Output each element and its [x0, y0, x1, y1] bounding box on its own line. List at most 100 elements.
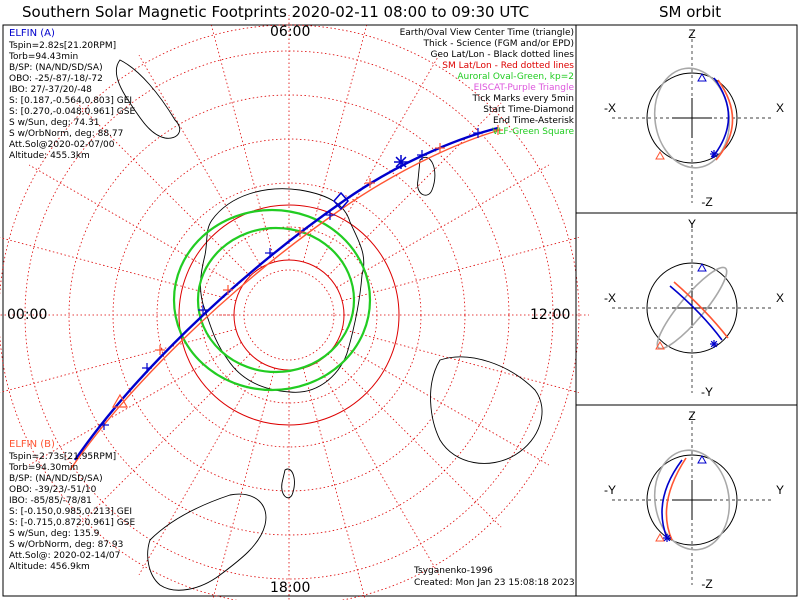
elfin-b-tick — [155, 345, 165, 355]
elfin-a-track — [74, 126, 499, 461]
elfin-a-orbit-arc — [661, 459, 683, 539]
axis-label: -X — [604, 101, 616, 115]
elfin-a-tick — [417, 150, 427, 160]
axis-label: X — [776, 101, 784, 115]
axis-label: Z — [688, 27, 695, 41]
sm-lon-line — [0, 328, 236, 393]
info-line: S: [-0.150,0.985,0.213] GEI — [9, 507, 133, 517]
legend-item: End Time-Asterisk — [492, 116, 574, 126]
elfin-a-tick — [142, 363, 152, 373]
elfin-b-tick — [295, 227, 305, 237]
sm-lon-line — [342, 236, 579, 302]
axis-label: Z — [688, 409, 695, 423]
sm-panel-yz-frame — [575, 404, 798, 597]
orbit-asterisk — [710, 150, 718, 158]
sm-lon-line — [316, 362, 440, 576]
info-line: S w/OrbNorm, deg: 87.93 — [9, 540, 124, 550]
land-outline — [147, 493, 267, 591]
legend-item: Start Time-Diamond — [483, 105, 574, 115]
sm-lon-line — [76, 353, 251, 528]
sm-lon-line — [342, 328, 579, 394]
axis-label: Y — [688, 217, 696, 231]
sm-lon-line — [28, 164, 242, 288]
elfin-b-tick — [435, 143, 445, 153]
info-line: OBO: -39/23/-51/10 — [9, 485, 97, 495]
info-line: Att.Sol@: 2020-02-14/07 — [9, 551, 121, 561]
info-line: Att.Sol@2020-02-07/00 — [9, 140, 115, 150]
auroral-oval-outer — [172, 208, 372, 392]
model-credit: Tsyganenko-1996 — [414, 566, 493, 576]
start-diamond — [333, 191, 349, 211]
elfin-b-name: ELFIN (B) — [9, 439, 55, 450]
elfin-b-orbit-arc — [665, 457, 687, 541]
sm-panel-2: Y -Y -X X — [604, 217, 784, 399]
sm-panel-xy-frame — [575, 212, 798, 406]
created-timestamp: Created: Mon Jan 23 15:08:18 2023 — [414, 578, 575, 588]
elfin-a-tick — [265, 248, 275, 258]
sm-orbit-title: SM orbit — [659, 3, 722, 21]
axis-label: Y — [776, 483, 784, 497]
elfin-b-track — [69, 129, 501, 471]
sm-lon-line — [28, 342, 242, 466]
sm-lon-line — [0, 237, 236, 302]
info-line: Torb=94.43min — [9, 52, 79, 62]
sm-orbit-panels: Z -Z -X X Y -Y -X X Z -Z -Y Y — [604, 27, 784, 591]
sm-lon-line — [212, 368, 276, 600]
sm-lon-line — [138, 362, 262, 576]
legend-item: Earth/Oval View Center Time (triangle) — [399, 28, 574, 38]
info-line: Tspin=2.73s[21.95RPM] — [9, 452, 117, 462]
land-outline — [115, 59, 181, 139]
info-line: IBO: 27/-37/20/-48 — [9, 85, 92, 95]
info-line: S: [0.270,-0.048,0.961] GSE — [9, 107, 136, 117]
earth-circle — [646, 454, 738, 546]
sm-lat-circle-solid — [178, 204, 400, 426]
time-label-right: 12:00 — [530, 307, 571, 323]
auroral-oval — [172, 208, 372, 392]
elfin-b-orbit-arc — [673, 281, 729, 339]
sm-lon-line — [76, 102, 251, 277]
land-outline — [200, 188, 365, 393]
orbit-triangle-b — [655, 532, 665, 542]
orbit-triangle-b — [655, 150, 665, 160]
elfin-a-tick — [325, 210, 335, 220]
land-outline — [430, 356, 543, 464]
legend-item: SM Lat/Lon - Red dotted lines — [442, 61, 574, 71]
legend-item: Thick - Science (FGM and/or EPD) — [423, 39, 574, 49]
info-line: IBO: -85/85/-78/81 — [9, 496, 92, 506]
axis-label: -Y — [701, 385, 713, 399]
auroral-oval-inner — [196, 226, 356, 374]
info-line: B/SP: (NA/ND/SD/SA) — [9, 474, 103, 484]
time-label-bottom: 18:00 — [270, 580, 311, 596]
view-center-triangle — [111, 393, 129, 408]
sm-lon-line — [327, 353, 502, 528]
elfin-a-tick — [473, 128, 483, 138]
sm-lon-line — [336, 342, 550, 466]
orbit-asterisk — [663, 534, 671, 542]
sm-grid — [0, 15, 589, 600]
elfin-a-tick — [99, 420, 109, 430]
elfin-a-tick — [198, 305, 208, 315]
end-asterisk — [394, 155, 408, 169]
elfin-b-info-block: Tspin=2.73s[21.95RPM] Torb=94.30min B/SP: … — [9, 452, 135, 573]
axis-label: X — [776, 291, 784, 305]
elfin-a-orbit-arc — [669, 285, 723, 341]
orbit-triangle-a — [697, 454, 707, 464]
elfin-a-orbit-arc — [711, 77, 730, 159]
axis-label: -Y — [604, 483, 616, 497]
sm-lon-line — [138, 54, 262, 268]
info-line: Torb=94.30min — [9, 463, 79, 473]
elfin-b-tick — [493, 125, 503, 135]
elfin-b-tick — [365, 178, 375, 188]
legend-item: VLF-Green Square — [492, 127, 574, 137]
elfin-b-tick — [223, 285, 233, 295]
legend-item: Tick Marks every 5min — [472, 94, 574, 104]
orbit-triangle-a — [697, 262, 707, 272]
legend-item: Geo Lat/Lon - Black dotted lines — [430, 50, 574, 60]
sm-lon-line — [302, 368, 366, 600]
orbit-triangle-a — [697, 72, 707, 82]
sm-lat-circle — [0, 24, 580, 600]
axis-label: -Z — [701, 577, 712, 591]
figure-title: Southern Solar Magnetic Footprints 2020-… — [22, 3, 530, 21]
info-line: OBO: -25/-87/-18/-72 — [9, 74, 103, 84]
